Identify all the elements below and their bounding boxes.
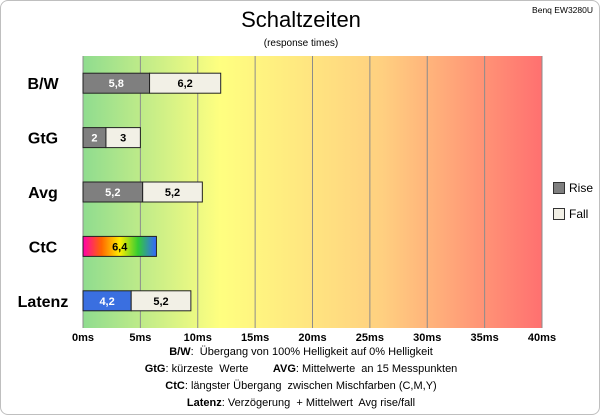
legend-rise: Rise — [553, 181, 593, 195]
bar-fall — [130, 290, 192, 312]
x-tick-label: 10ms — [184, 332, 212, 344]
bar-value-label: 5,8 — [109, 78, 124, 90]
legend-fall: Fall — [553, 207, 588, 221]
bar-fall — [142, 181, 203, 203]
bar-value-label: 5,2 — [153, 296, 168, 308]
monitor-model-label: Benq EW3280U — [532, 5, 593, 15]
bar-fall — [149, 72, 222, 94]
category-label: GtG — [28, 131, 58, 148]
note-line: GtG: kürzeste Werte AVG: Mittelwerte an … — [144, 363, 458, 375]
note-line: CtC: längster Übergang zwischen Mischfar… — [165, 380, 437, 392]
bar-value-label: 2 — [91, 133, 97, 145]
x-tick-label: 5ms — [129, 332, 151, 344]
chart-subtitle: (response times) — [263, 38, 339, 49]
chart-notes: B/W: Übergang von 100% Helligkeit auf 0%… — [1, 344, 599, 412]
bar-value-label: 5,2 — [165, 187, 180, 199]
legend-rise-swatch — [553, 182, 565, 194]
category-label: Avg — [28, 185, 58, 202]
category-label: B/W — [27, 76, 59, 93]
bar-value-label: 4,2 — [99, 296, 114, 308]
x-tick-label: 25ms — [356, 332, 384, 344]
legend-fall-label: Fall — [569, 207, 589, 221]
x-tick-label: 0ms — [72, 332, 94, 344]
bar-value-label: 6,2 — [177, 78, 192, 90]
note-line: Latenz: Verzögerung + Mittelwert Avg ris… — [186, 397, 416, 409]
legend-fall-swatch — [553, 208, 565, 220]
x-tick-label: 15ms — [241, 332, 269, 344]
legend-rise-label: Rise — [569, 181, 594, 195]
x-tick-label: 35ms — [471, 332, 499, 344]
category-label: CtC — [29, 239, 58, 256]
chart-title: Schaltzeiten — [241, 7, 361, 32]
bar-rise — [82, 235, 157, 257]
bar-value-label: 6,4 — [112, 241, 128, 253]
note-line: B/W: Übergang von 100% Helligkeit auf 0%… — [169, 346, 433, 358]
bar-value-label: 3 — [120, 133, 126, 145]
x-tick-label: 20ms — [298, 332, 326, 344]
bar-fall — [105, 127, 141, 149]
category-label: Latenz — [18, 294, 69, 311]
x-tick-label: 30ms — [413, 332, 441, 344]
bar-value-label: 5,2 — [105, 187, 120, 199]
x-tick-label: 40ms — [528, 332, 556, 344]
